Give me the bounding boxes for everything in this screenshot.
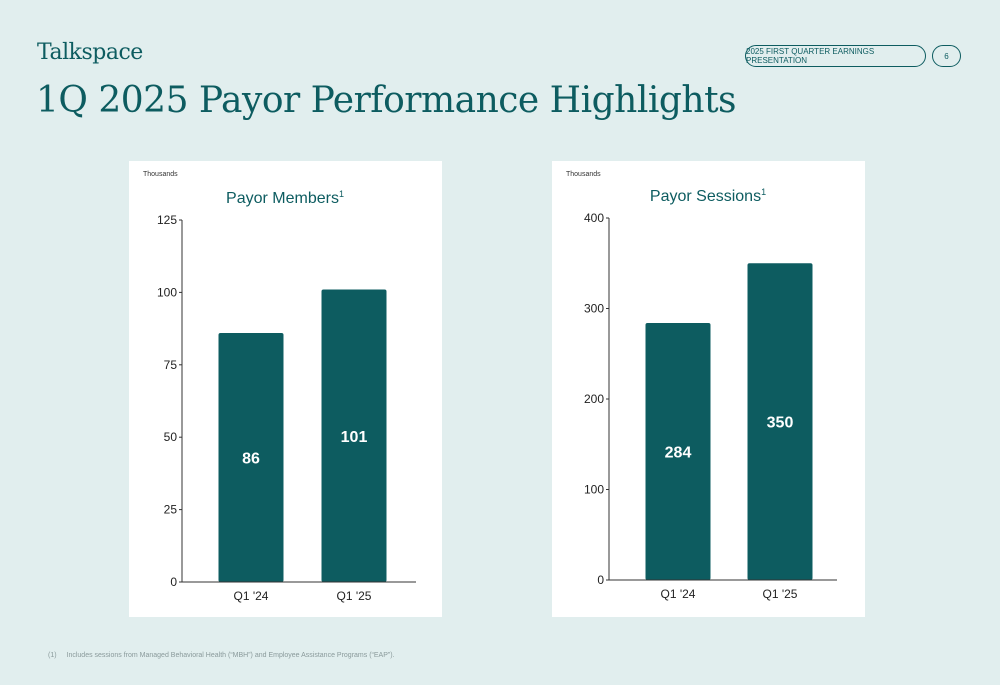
chart-unit-label: Thousands (566, 171, 601, 178)
bar-0 (218, 332, 284, 582)
data-label-0: 284 (665, 444, 692, 461)
y-tick-label: 0 (170, 575, 177, 589)
x-tick-label: Q1 '24 (234, 589, 269, 603)
y-tick-label: 300 (584, 302, 604, 316)
x-tick-label: Q1 '25 (337, 589, 372, 603)
footnote: (1) Includes sessions from Managed Behav… (48, 652, 394, 659)
y-tick-label: 200 (584, 392, 604, 406)
data-label-1: 350 (767, 415, 794, 432)
y-tick-label: 50 (164, 430, 178, 444)
data-label-1: 101 (341, 429, 368, 446)
bar-1 (747, 263, 813, 580)
y-tick-label: 0 (597, 573, 604, 587)
footnote-marker: (1) (48, 652, 57, 659)
y-tick-label: 125 (157, 213, 177, 227)
page-title: 1Q 2025 Payor Performance Highlights (36, 80, 737, 121)
presentation-label-badge: 2025 FIRST QUARTER EARNINGS PRESENTATION (745, 45, 926, 67)
payor-sessions-chart: Thousands Payor Sessions1 284 Q1 '24 350 Q1 '… (566, 171, 837, 601)
chart-title: Payor Members1 (226, 189, 344, 207)
y-tick-label: 25 (164, 503, 178, 517)
bar-1 (321, 289, 387, 582)
payor-members-chart-card: Thousands Payor Members1 86 Q1 '24 101 Q1 '25… (129, 161, 442, 617)
chart-unit-label: Thousands (143, 171, 178, 178)
y-tick-label: 100 (584, 483, 604, 497)
y-tick-label: 100 (157, 285, 177, 299)
bar-0 (645, 322, 711, 580)
page-number-badge: 6 (932, 45, 961, 67)
footnote-text: Includes sessions from Managed Behaviora… (66, 652, 395, 659)
y-tick-label: 75 (164, 358, 178, 372)
payor-sessions-chart-card: Thousands Payor Sessions1 284 Q1 '24 350 Q1 '… (552, 161, 865, 617)
payor-members-chart: Thousands Payor Members1 86 Q1 '24 101 Q1 '25… (143, 171, 416, 603)
data-label-0: 86 (242, 450, 260, 467)
chart-title: Payor Sessions1 (650, 187, 766, 205)
x-tick-label: Q1 '24 (661, 587, 696, 601)
talkspace-logo: Talkspace (37, 40, 143, 65)
x-tick-label: Q1 '25 (763, 587, 798, 601)
y-tick-label: 400 (584, 211, 604, 225)
